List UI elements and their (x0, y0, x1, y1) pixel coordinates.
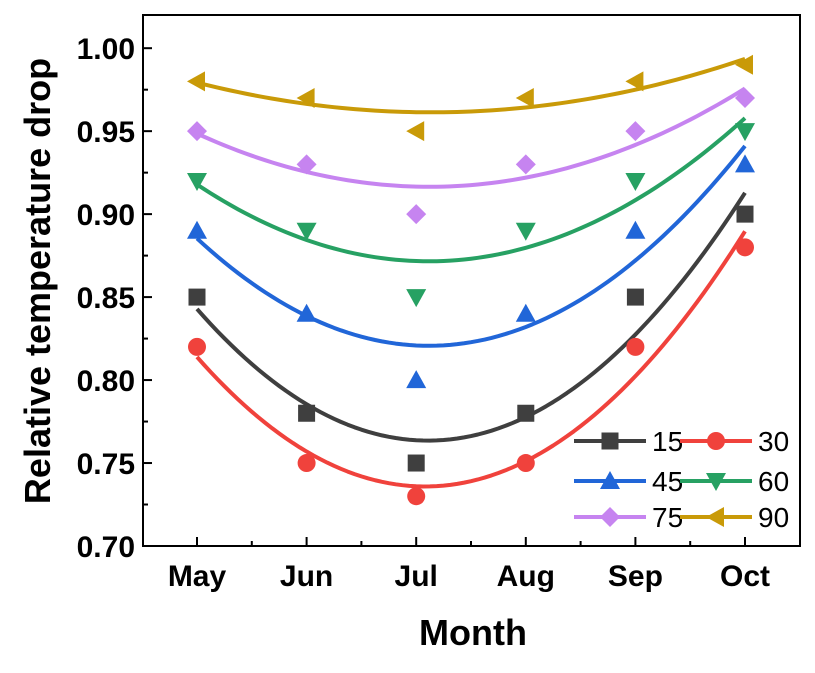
series-layer (187, 54, 755, 506)
legend-label: 75 (652, 502, 683, 533)
x-tick-label: Jul (395, 560, 438, 593)
legend: 15 30 45 60 75 90 (574, 426, 789, 533)
x-tick-label: Aug (497, 560, 555, 593)
data-point-75-Oct (735, 87, 755, 108)
y-tick-label: 0.70 (77, 531, 135, 564)
legend-label: 30 (758, 426, 789, 457)
data-point-75-Sep (625, 121, 646, 142)
legend-item-90: 90 (680, 502, 789, 533)
series-90 (187, 54, 753, 142)
series-line-15 (195, 191, 747, 443)
legend-label: 15 (652, 426, 683, 457)
legend-marker (706, 507, 724, 527)
legend-marker (600, 507, 620, 527)
data-point-60-May (187, 172, 207, 191)
y-tick-label: 0.90 (77, 199, 135, 232)
data-point-30-Jul (407, 487, 426, 506)
data-point-15-Oct (736, 205, 754, 223)
data-point-75-Jul (406, 204, 427, 225)
data-point-45-Jun (296, 303, 317, 322)
series-45 (187, 144, 755, 389)
data-point-45-Jul (406, 370, 427, 389)
x-tick-label: Oct (720, 560, 770, 593)
data-point-45-Oct (735, 154, 755, 173)
data-point-30-Aug (516, 454, 535, 473)
data-point-30-Jun (297, 454, 316, 473)
data-point-75-Aug (515, 154, 536, 175)
x-axis: May Jun Jul Aug Sep Oct (168, 537, 770, 593)
legend-item-30: 30 (680, 426, 789, 457)
y-axis-title: Relative temperature drop (17, 58, 58, 504)
data-point-45-May (187, 220, 207, 239)
data-point-15-Jun (298, 404, 316, 422)
series-60 (187, 116, 755, 308)
y-tick-label: 0.85 (77, 282, 135, 315)
y-tick-label: 0.75 (77, 448, 135, 481)
data-point-15-Sep (626, 288, 644, 306)
series-line-60 (195, 116, 747, 264)
series-line-75 (196, 86, 747, 189)
data-point-30-May (188, 337, 206, 356)
data-point-75-Jun (296, 154, 317, 175)
x-tick-label: Sep (608, 560, 663, 593)
data-point-60-Aug (515, 222, 536, 241)
x-tick-label: Jun (280, 560, 333, 593)
legend-marker (600, 471, 620, 489)
series-line-45 (195, 144, 747, 348)
data-point-90-Aug (515, 87, 534, 108)
data-point-90-Oct (735, 54, 753, 75)
legend-marker (706, 473, 726, 491)
data-point-30-Oct (736, 238, 754, 257)
data-point-60-Jul (406, 289, 427, 308)
y-tick-label: 1.00 (77, 33, 135, 66)
data-point-60-Sep (625, 172, 646, 191)
legend-marker (601, 432, 619, 450)
data-point-90-May (187, 71, 205, 92)
data-point-75-May (187, 121, 207, 142)
data-point-30-Sep (626, 337, 645, 356)
data-point-60-Oct (735, 123, 755, 142)
series-75 (187, 86, 755, 225)
legend-marker (707, 432, 725, 450)
x-axis-title: Month (419, 612, 527, 653)
data-point-45-Sep (625, 220, 646, 239)
legend-item-15: 15 (574, 426, 683, 457)
legend-label: 45 (652, 466, 683, 497)
data-point-60-Jun (296, 222, 317, 241)
y-tick-label: 0.80 (77, 365, 135, 398)
data-point-90-Jun (296, 87, 315, 108)
legend-item-75: 75 (574, 502, 683, 533)
legend-item-60: 60 (680, 466, 789, 497)
series-15 (188, 191, 754, 472)
legend-label: 60 (758, 466, 789, 497)
data-point-15-Jul (407, 454, 425, 472)
x-tick-label: May (168, 560, 227, 593)
data-point-90-Jul (406, 121, 425, 142)
data-point-15-Aug (517, 404, 535, 422)
y-axis: 0.70 0.75 0.80 0.85 0.90 0.95 1.00 (77, 33, 152, 564)
data-point-15-May (188, 288, 206, 306)
series-line-30 (195, 230, 747, 489)
data-point-45-Aug (515, 303, 536, 322)
series-30 (188, 230, 754, 506)
legend-label: 90 (758, 502, 789, 533)
legend-item-45: 45 (574, 466, 683, 497)
y-tick-label: 0.95 (77, 116, 135, 149)
series-line-90 (196, 56, 746, 115)
data-point-90-Sep (625, 71, 644, 92)
